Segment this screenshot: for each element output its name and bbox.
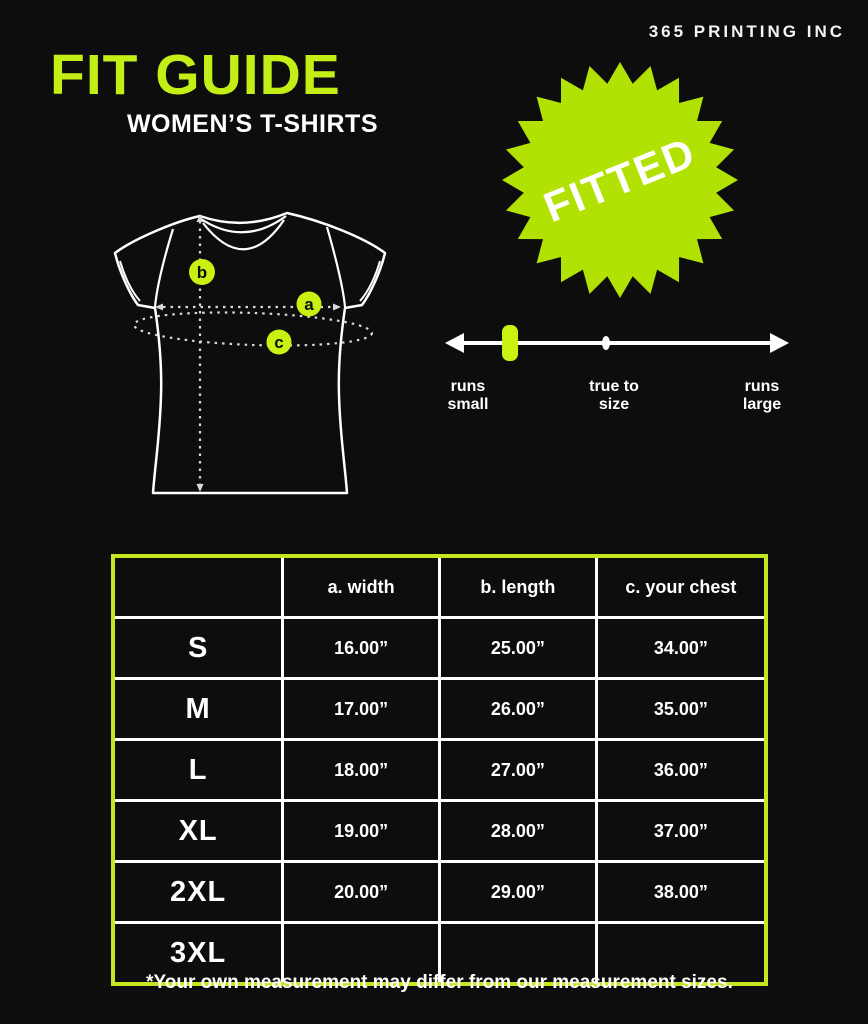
table-row: S 16.00” 25.00” 34.00” xyxy=(111,616,768,680)
cell-size: 2XL xyxy=(111,860,285,924)
cell-width: 20.00” xyxy=(281,860,441,924)
header-width: a. width xyxy=(281,554,441,619)
left-sleeve-hem xyxy=(119,260,141,302)
table-row: XL 19.00” 28.00” 37.00” xyxy=(111,799,768,863)
table-row: 2XL 20.00” 29.00” 38.00” xyxy=(111,860,768,924)
fitted-starburst-badge: FITTED xyxy=(502,62,738,298)
cell-width: 16.00” xyxy=(281,616,441,680)
tshirt-diagram: b a c xyxy=(113,211,387,495)
cell-size: S xyxy=(111,616,285,680)
measurement-disclaimer: *Your own measurement may differ from ou… xyxy=(146,972,733,993)
right-sleeve-hem xyxy=(359,260,381,302)
tshirt-outline xyxy=(113,211,387,495)
collar-line-1 xyxy=(200,215,287,234)
fit-scale xyxy=(445,325,789,361)
marker-b: b xyxy=(189,259,215,285)
page-title: FIT GUIDE xyxy=(50,43,341,107)
marker-a-circle xyxy=(296,291,322,317)
cell-size: M xyxy=(111,677,285,741)
scale-arrow-left xyxy=(445,333,464,353)
marker-c-label: c xyxy=(274,333,283,352)
cell-width: 18.00” xyxy=(281,738,441,802)
cell-length: 25.00” xyxy=(437,616,598,680)
table-row: M 17.00” 26.00” 35.00” xyxy=(111,677,768,741)
cell-size: 3XL xyxy=(111,921,285,986)
cell-chest: 37.00” xyxy=(594,799,768,863)
scale-label-runs-small: runs small xyxy=(447,378,489,413)
right-armhole-seam xyxy=(325,226,347,308)
scale-arrow-right xyxy=(770,333,789,353)
title-block: FIT GUIDE WOMEN’S T-SHIRTS xyxy=(50,43,378,139)
header-size xyxy=(111,554,285,619)
cell-length: 28.00” xyxy=(437,799,598,863)
brand-name: 365 PRINTING INC xyxy=(648,22,845,41)
cell-size: XL xyxy=(111,799,285,863)
cell-chest: 34.00” xyxy=(594,616,768,680)
scale-label-runs-large: runs large xyxy=(742,378,782,413)
cell-length: 27.00” xyxy=(437,738,598,802)
header-length: b. length xyxy=(437,554,598,619)
marker-c: c xyxy=(266,329,292,355)
marker-a-label: a xyxy=(304,295,314,314)
length-arrow-bottom xyxy=(196,484,204,492)
cell-width: 17.00” xyxy=(281,677,441,741)
chest-measure-ellipse xyxy=(132,311,374,347)
fit-indicator xyxy=(502,325,518,361)
cell-width: 19.00” xyxy=(281,799,441,863)
cell-chest: 38.00” xyxy=(594,860,768,924)
length-arrow-top xyxy=(196,214,204,222)
cell-length: 26.00” xyxy=(437,677,598,741)
cell-width xyxy=(281,921,441,986)
width-arrow-left xyxy=(155,303,163,311)
width-arrow-right xyxy=(333,303,341,311)
header-chest: c. your chest xyxy=(594,554,768,619)
scale-label-true-to-size: true to size xyxy=(589,378,639,413)
marker-a: a xyxy=(296,291,322,317)
cell-chest: 36.00” xyxy=(594,738,768,802)
cell-length: 29.00” xyxy=(437,860,598,924)
true-to-size-tick xyxy=(602,336,610,350)
marker-b-circle xyxy=(189,259,215,285)
size-chart-table: a. width b. length c. your chest S 16.00… xyxy=(111,554,768,986)
cell-size: L xyxy=(111,738,285,802)
table-row: 3XL xyxy=(111,921,768,986)
page-subtitle: WOMEN’S T-SHIRTS xyxy=(126,109,378,138)
cell-length xyxy=(437,921,598,986)
left-armhole-seam xyxy=(153,228,175,308)
collar-line-2 xyxy=(202,219,285,251)
cell-chest: 35.00” xyxy=(594,677,768,741)
marker-c-circle xyxy=(266,329,292,355)
cell-chest xyxy=(594,921,768,986)
marker-b-label: b xyxy=(197,263,207,282)
starburst-icon xyxy=(502,62,738,298)
table-row: L 18.00” 27.00” 36.00” xyxy=(111,738,768,802)
table-header-row: a. width b. length c. your chest xyxy=(111,554,768,619)
